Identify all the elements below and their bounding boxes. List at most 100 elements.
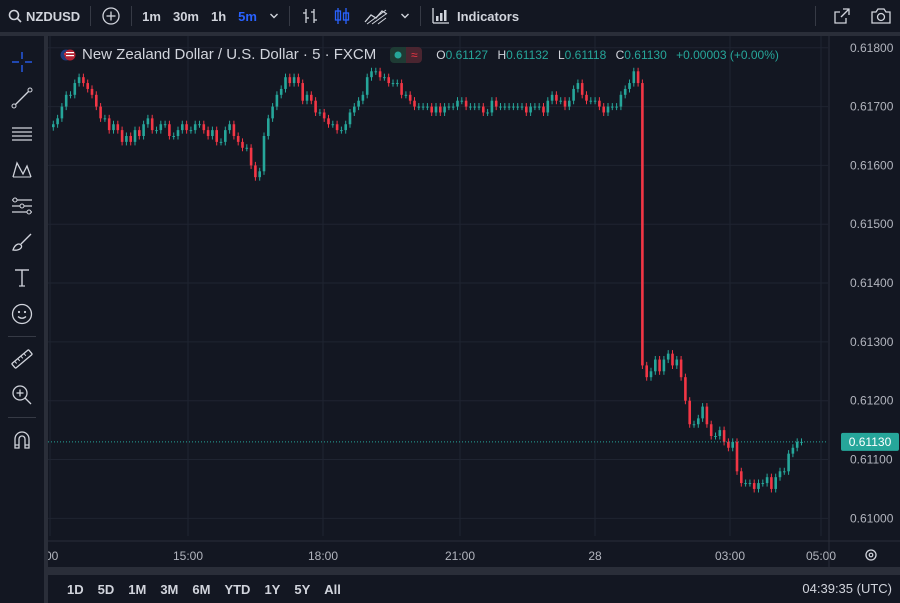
candle-body [112,124,115,131]
candle-body [133,130,137,142]
close-key: C [615,47,625,62]
candle-body [383,77,386,79]
current-price-badge [841,432,899,451]
candle-body [99,106,102,119]
price-tick-label: 0.61500 [850,217,894,231]
candle-body [477,106,481,108]
candle-body [731,441,734,448]
range-1y[interactable]: 1Y [264,581,281,597]
range-6m[interactable]: 6M [192,581,211,597]
candle-body [675,359,679,366]
candle-body [430,106,433,113]
crosshair-tool[interactable] [0,44,44,80]
text-tool[interactable] [0,260,44,296]
compare-symbol-button[interactable] [95,0,127,32]
indicators-button[interactable]: Indicators [425,0,525,32]
candle-body [219,141,223,143]
candle-body [593,100,597,102]
candle-body [671,353,674,366]
range-3m[interactable]: 3M [160,581,179,597]
emoji-tool[interactable] [0,296,44,332]
indicators-icon [432,8,449,24]
candlestick-chart[interactable]: 0.61800 0.61700 0.61600 0.61500 0.61400 0.613… [48,36,900,567]
candle-body [64,94,68,107]
chart-type-candles-button[interactable] [326,0,358,32]
range-all[interactable]: All [324,581,341,597]
timeframe-5m[interactable]: 5m [238,8,257,24]
candle-body [568,100,571,107]
candle-body [761,483,765,485]
symbol-title[interactable]: New Zealand Dollar / U.S. Dollar · 5 · F… [82,46,377,63]
time-tick-label: :00 [48,549,59,563]
candle-body [722,430,726,442]
candle-body [90,88,94,95]
candle-body [288,77,292,84]
price-tick-label: 0.61300 [850,335,894,349]
chart-type-bars-button[interactable] [294,0,326,32]
bottom-toolbar: 1D 5D 1M 3M 6M YTD 1Y 5Y All 04:39:35 (U… [48,575,900,603]
candle-body [473,106,476,108]
horizontal-lines-tool[interactable] [0,116,44,152]
candle-body [688,400,691,425]
candle-body [125,136,128,142]
candle-body [589,100,593,102]
candle-body [684,377,687,401]
candle-body [370,71,373,78]
candle-body [623,88,627,95]
ruler-tool[interactable] [0,341,44,377]
candle-body [374,71,378,73]
range-1m[interactable]: 1M [128,581,147,597]
approx-icon: ≈ [410,47,418,62]
zoom-in-tool[interactable] [0,377,44,413]
chart-panel[interactable]: 0.61800 0.61700 0.61600 0.61500 0.61400 0.613… [48,36,900,567]
dot-icon [394,51,402,58]
candle-body [787,453,790,472]
candle-body [765,477,769,484]
symbol-search[interactable]: NZDUSD [0,0,86,32]
candle-body [649,371,653,378]
candle-body [150,118,154,131]
candle-body [727,441,730,448]
chart-type-dropdown[interactable] [394,0,416,32]
candle-body [469,106,472,108]
candle-body [155,130,158,132]
chevron-down-icon [269,13,278,19]
ruler-icon [11,349,33,369]
range-ytd[interactable]: YTD [224,581,251,597]
timeframe-30m[interactable]: 30m [172,8,199,24]
open-value: 0.61127 [445,47,489,62]
candle-body [602,106,605,113]
gear-icon[interactable] [865,549,877,561]
candle-body [486,112,489,114]
candle-body [60,106,64,119]
low-value: 0.61118 [564,47,607,62]
indicators-label: Indicators [456,8,520,24]
pattern-tool[interactable] [0,152,44,188]
snapshot-button[interactable] [864,0,900,32]
candle-body [344,124,347,131]
candle-body [611,106,614,108]
candle-body [168,124,171,136]
candle-body [107,118,111,131]
magnet-tool[interactable] [0,422,44,458]
timeframe-1h[interactable]: 1h [211,8,227,24]
fullscreen-button[interactable] [820,0,864,32]
range-1d[interactable]: 1D [67,581,84,597]
timeframe-dropdown[interactable] [263,0,285,32]
price-tick-label: 0.61700 [850,100,894,114]
brush-tool[interactable] [0,224,44,260]
candle-body [451,106,455,108]
prediction-tool[interactable] [0,188,44,224]
candle-body [408,94,412,101]
candle-body [645,365,648,378]
candle-body [241,141,244,148]
timeframe-1m[interactable]: 1m [142,8,161,24]
range-5y[interactable]: 5Y [294,581,311,597]
utc-clock[interactable]: 04:39:35 (UTC) [802,581,892,596]
range-5d[interactable]: 5D [97,581,115,597]
chart-type-area-button[interactable] [358,0,394,32]
trend-line-tool[interactable] [0,80,44,116]
candle-body [460,100,464,102]
current-price-label: 0.61130 [849,435,892,449]
market-status[interactable]: ≈ [390,46,423,63]
